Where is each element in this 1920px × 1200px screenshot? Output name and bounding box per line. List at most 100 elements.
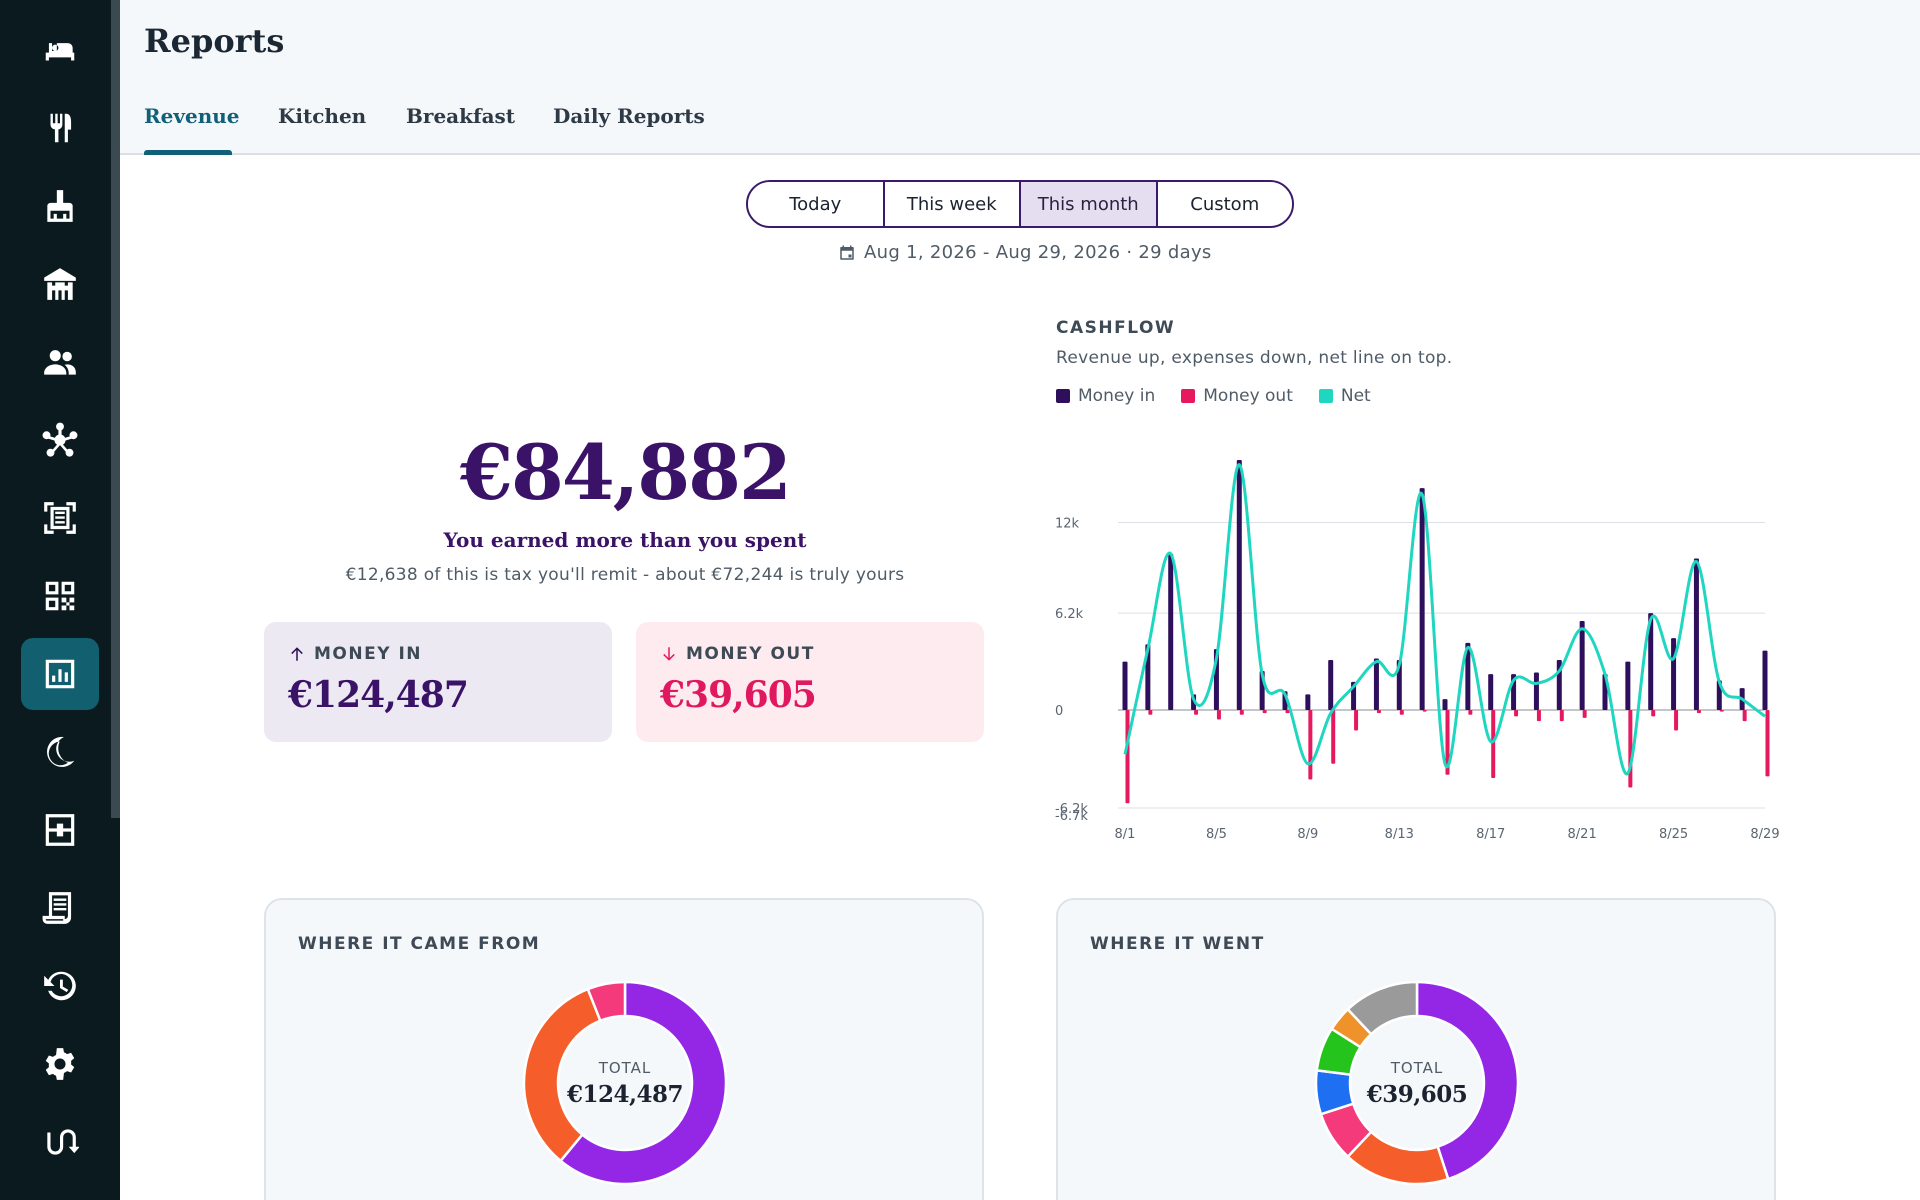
nav-qr[interactable] [21,560,99,632]
legend-net[interactable]: Net [1318,386,1371,406]
net-headline: You earned more than you spent [443,528,807,552]
tab-kitchen[interactable]: Kitchen [278,104,367,128]
people-icon [44,350,76,375]
bar-money-in [1533,672,1539,710]
money-in-label-row: MONEY IN [288,644,588,664]
bar-money-out [1468,710,1473,715]
broom-icon [47,190,73,222]
nav-rooms[interactable] [21,15,99,87]
bar-money-in [1442,699,1448,710]
hub-icon [42,422,78,457]
income-total: €124,487 [566,1080,684,1108]
period-today-button[interactable]: Today [748,182,885,226]
bar-money-out [1308,710,1313,780]
income-total-label: TOTAL [598,1058,652,1077]
income-segment-1 [558,980,728,1186]
arrow-up-icon [291,647,303,661]
nav-reports[interactable] [21,638,99,710]
bed-icon [45,43,75,61]
nav-documents[interactable] [21,482,99,554]
money-out-label: MONEY OUT [686,644,815,664]
bar-money-in [1305,694,1311,710]
bar-money-in [1122,661,1128,710]
bar-money-out [1194,710,1199,715]
expense-donut-center: TOTAL €39,605 [1314,980,1520,1186]
bar-money-in [1396,660,1402,710]
date-range-text: Aug 1, 2026 - Aug 29, 2026 · 29 days [864,242,1212,263]
income-segment-3 [586,980,627,1023]
bar-money-out [1331,710,1336,764]
bar-money-out [1422,710,1427,712]
sidebar [0,0,120,1200]
nav-integrations[interactable] [21,1106,99,1178]
period-custom-button[interactable]: Custom [1157,182,1292,226]
expense-total-label: TOTAL [1390,1058,1444,1077]
expense-segment-1 [1415,980,1520,1181]
cashflow-legend: Money in Money out Net [1056,386,1371,406]
y-tick-label: 0 [1055,704,1063,719]
x-tick-label: 8/5 [1206,827,1227,842]
bar-money-out [1216,710,1221,720]
nav-invoices[interactable] [21,872,99,944]
y-tick-label: -6.7k [1055,809,1088,824]
date-range: Aug 1, 2026 - Aug 29, 2026 · 29 days [838,242,1212,263]
tab-breakfast[interactable]: Breakfast [406,104,516,128]
nav-restaurant[interactable] [21,92,99,164]
legend-swatch-money-in [1056,389,1070,403]
nav-floor-plan[interactable] [21,794,99,866]
fork-knife-icon [50,113,72,143]
expense-breakdown-card: WHERE IT WENT TOTAL €39,605 [1056,898,1776,1200]
nav-housekeeping[interactable] [21,170,99,242]
income-segment-2 [522,987,602,1163]
legend-swatch-net [1318,389,1333,403]
period-week-button[interactable]: This week [884,182,1021,226]
receipt-icon [42,892,72,924]
bar-money-out [1674,710,1679,731]
period-selector: Today This week This month Custom [746,180,1294,228]
net-line [1123,463,1766,776]
bar-money-out [1445,710,1450,775]
bar-money-out [1376,710,1381,714]
period-month-button[interactable]: This month [1021,182,1158,226]
bar-money-in [1236,460,1242,710]
bar-money-in [1762,650,1768,710]
legend-money-in[interactable]: Money in [1056,386,1155,406]
legend-swatch-money-out [1181,389,1196,403]
settings-icon [45,1048,75,1080]
nav-guests[interactable] [21,326,99,398]
expense-donut-chart[interactable] [1314,980,1520,1186]
bar-money-out [1239,710,1244,715]
tab-daily-reports[interactable]: Daily Reports [553,104,705,128]
u-turn-icon [47,1129,79,1155]
money-out-label-row: MONEY OUT [660,644,960,664]
nav-night-audit[interactable] [21,716,99,788]
bar-money-out [1536,710,1541,722]
nav-channels[interactable] [21,404,99,476]
arrow-down-icon [663,647,675,661]
money-in-label: MONEY IN [314,644,422,664]
legend-label-net: Net [1340,386,1371,406]
x-tick-label: 8/21 [1568,827,1597,842]
bar-money-out [1742,710,1747,722]
money-out-value: €39,605 [660,674,817,716]
bar-money-in [1625,661,1631,710]
nav-property[interactable] [21,248,99,320]
nav-settings[interactable] [21,1028,99,1100]
income-donut-center: TOTAL €124,487 [522,980,728,1186]
cashflow-chart[interactable]: 12k 6.2k 0 -6.2k-6.7k 8/1 8/5 8/9 8/13 8/17 8/21 8… [1050,440,1780,850]
tab-revenue[interactable]: Revenue [144,104,240,128]
sidebar-scrollbar[interactable] [111,0,120,818]
calendar-icon [840,245,854,260]
cashflow-title: CASHFLOW [1056,318,1176,338]
legend-label-money-in: Money in [1078,386,1156,406]
income-donut-chart[interactable] [522,980,728,1186]
legend-money-out[interactable]: Money out [1181,386,1293,406]
expense-breakdown-title: WHERE IT WENT [1090,934,1265,954]
bar-money-in [1648,613,1654,710]
bar-money-out [1262,710,1267,714]
bar-money-out [1559,710,1564,722]
bar-money-out [1719,710,1724,712]
nav-history[interactable] [21,950,99,1022]
qr-code-icon [45,581,75,611]
y-tick-label: -6.2k [1055,802,1088,817]
